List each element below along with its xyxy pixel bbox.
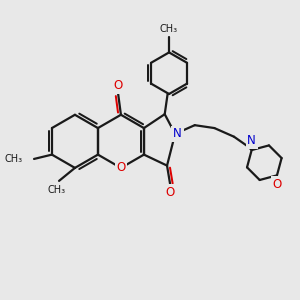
- Text: CH₃: CH₃: [5, 154, 23, 164]
- Text: O: O: [166, 186, 175, 199]
- Text: CH₃: CH₃: [47, 185, 65, 195]
- Text: N: N: [173, 127, 182, 140]
- Text: O: O: [113, 80, 123, 92]
- Text: O: O: [116, 161, 126, 174]
- Text: CH₃: CH₃: [160, 24, 178, 34]
- Text: O: O: [272, 178, 282, 191]
- Text: N: N: [247, 134, 256, 147]
